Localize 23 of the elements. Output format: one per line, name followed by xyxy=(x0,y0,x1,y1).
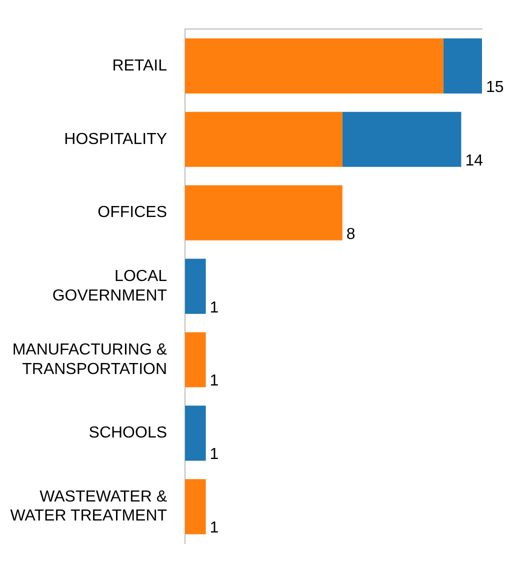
bar xyxy=(185,479,206,534)
bar xyxy=(185,258,206,314)
y-tick-label: LOCAL GOVERNMENT xyxy=(52,268,168,304)
y-tick-label: WASTEWATER & WATER TREATMENT xyxy=(10,488,168,525)
annotation: 1 xyxy=(210,520,219,537)
bar xyxy=(443,38,482,94)
bar xyxy=(185,332,206,388)
annotation: 1 xyxy=(210,446,219,464)
y-tick-label: HOSPITALITY xyxy=(64,130,168,148)
annotation: 14 xyxy=(465,152,484,170)
y-tick-label: OFFICES xyxy=(98,204,168,222)
y-tick-label: SCHOOLS xyxy=(88,424,168,442)
bar xyxy=(185,112,342,167)
bar xyxy=(185,406,206,461)
y-tick-label: MANUFACTURING & TRANSPORTATION xyxy=(12,342,168,378)
annotation: 15 xyxy=(486,78,504,96)
bar xyxy=(185,185,342,240)
bar xyxy=(185,38,444,94)
annotation: 8 xyxy=(346,226,356,243)
annotation: 1 xyxy=(210,299,219,316)
annotation: 1 xyxy=(210,372,219,390)
y-tick-label: RETAIL xyxy=(112,57,168,74)
bar xyxy=(342,112,462,167)
